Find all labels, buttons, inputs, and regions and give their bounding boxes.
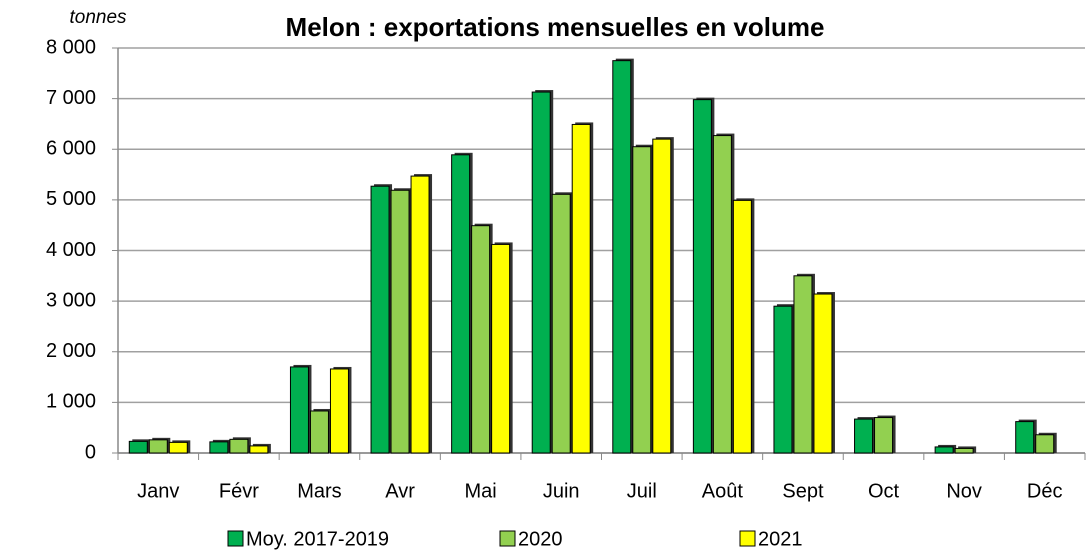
x-tick-label: Août bbox=[702, 480, 744, 502]
legend-label: Moy. 2017-2019 bbox=[246, 528, 389, 550]
bar bbox=[370, 185, 390, 454]
legend-swatch bbox=[499, 530, 516, 547]
bar bbox=[168, 441, 188, 454]
legend-swatch bbox=[739, 530, 756, 547]
bar bbox=[854, 418, 874, 454]
x-tick-label: Déc bbox=[1027, 480, 1063, 502]
bar bbox=[148, 439, 168, 454]
y-tick-label: 7 000 bbox=[46, 87, 96, 109]
x-tick-label: Mai bbox=[465, 480, 497, 502]
y-tick-label: 4 000 bbox=[46, 239, 96, 261]
bar bbox=[289, 366, 309, 454]
bar bbox=[410, 175, 430, 454]
chart-title: Melon : exportations mensuelles en volum… bbox=[286, 12, 825, 42]
y-tick-label: 1 000 bbox=[46, 391, 96, 413]
bar bbox=[128, 440, 148, 454]
bar bbox=[1015, 421, 1035, 454]
y-tick-label: 3 000 bbox=[46, 289, 96, 311]
y-tick-label: 2 000 bbox=[46, 340, 96, 362]
bar bbox=[471, 225, 491, 454]
legend-label: 2021 bbox=[758, 528, 803, 550]
bar bbox=[329, 368, 349, 454]
bar bbox=[954, 447, 974, 454]
x-tick-label: Févr bbox=[219, 480, 259, 502]
bar bbox=[209, 441, 229, 454]
bar bbox=[571, 123, 591, 454]
bar bbox=[1035, 434, 1055, 454]
y-tick-label: 6 000 bbox=[46, 138, 96, 160]
bar bbox=[309, 410, 329, 454]
bar bbox=[551, 193, 571, 454]
bar bbox=[229, 438, 249, 454]
x-tick-label: Sept bbox=[782, 480, 824, 502]
bar bbox=[813, 293, 833, 454]
y-axis-label: tonnes bbox=[69, 7, 127, 28]
y-tick-label: 5 000 bbox=[46, 188, 96, 210]
bar bbox=[451, 154, 471, 454]
x-tick-label: Janv bbox=[137, 480, 179, 502]
x-tick-label: Juin bbox=[543, 480, 580, 502]
legend-label: 2020 bbox=[518, 528, 563, 550]
bar bbox=[612, 60, 632, 454]
x-tick-label: Nov bbox=[946, 480, 982, 502]
bar bbox=[934, 446, 954, 454]
y-tick-label: 8 000 bbox=[46, 36, 96, 58]
legend-swatch bbox=[227, 530, 244, 547]
bar bbox=[632, 146, 652, 454]
bar bbox=[793, 275, 813, 454]
x-tick-label: Avr bbox=[385, 480, 415, 502]
bar bbox=[773, 305, 793, 454]
bar bbox=[390, 189, 410, 454]
bar bbox=[712, 135, 732, 454]
x-tick-label: Juil bbox=[627, 480, 657, 502]
bar bbox=[652, 138, 672, 454]
y-tick-label: 0 bbox=[85, 441, 96, 463]
bar bbox=[732, 199, 752, 454]
x-tick-label: Mars bbox=[297, 480, 341, 502]
bar bbox=[692, 99, 712, 454]
x-tick-label: Oct bbox=[868, 480, 900, 502]
bar bbox=[874, 417, 894, 454]
bar bbox=[249, 445, 269, 454]
bar bbox=[531, 91, 551, 454]
bar bbox=[491, 243, 511, 454]
